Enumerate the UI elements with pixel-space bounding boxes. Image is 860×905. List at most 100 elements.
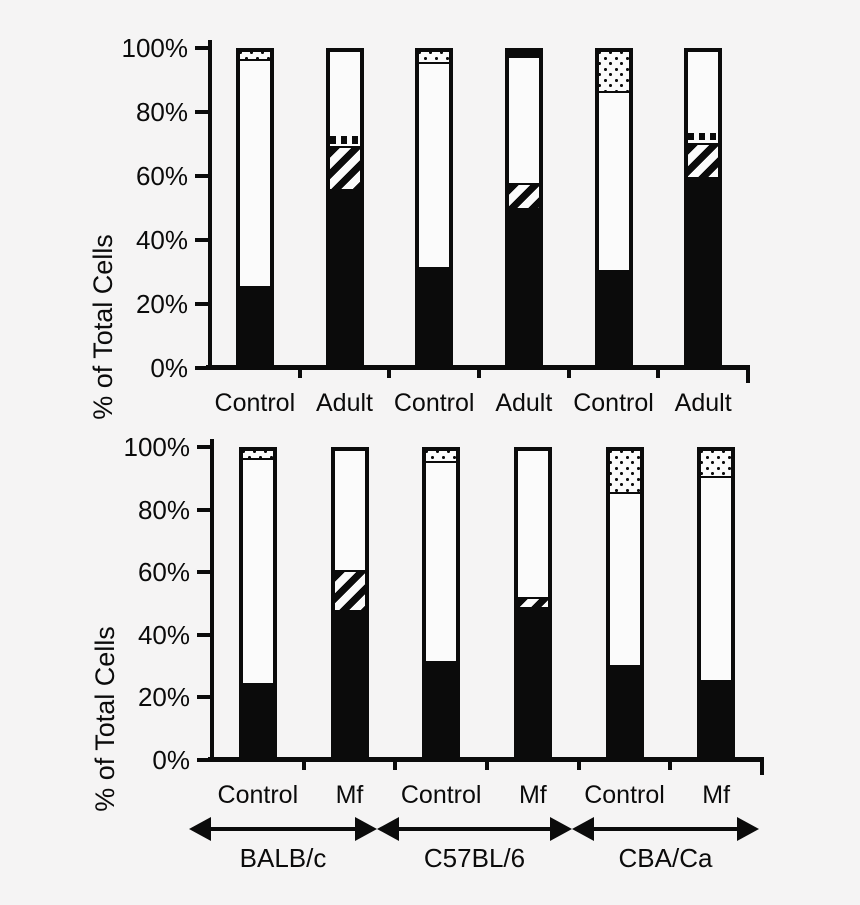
strain-label: BALB/c (239, 843, 327, 873)
bar-segment-hatch (329, 145, 360, 190)
x-tick (301, 760, 306, 770)
bar-segment-hatch (517, 597, 548, 607)
y-tick (195, 302, 208, 306)
strain-label: CBA/Ca (618, 843, 713, 873)
bar-C57BL6-control (415, 48, 454, 368)
bar-segment-stipple (609, 451, 640, 494)
bar-segment-white (598, 92, 629, 271)
bar-segment-stipple (239, 52, 270, 62)
x-category-label: Mf (702, 781, 731, 809)
bar-segment-black (508, 208, 539, 364)
bar-segment-stipple (701, 451, 732, 479)
bar-CBACa-control (605, 447, 644, 760)
top-plot-area: 100% 80% 60% 40% 20% 0% Control Adult Control Adu… (122, 34, 750, 417)
bar-segment-white (426, 463, 457, 662)
bar-segment-white (517, 451, 548, 598)
y-axis-line (210, 439, 214, 762)
x-category-label: Adult (674, 389, 732, 417)
bar-segment-black (242, 682, 273, 756)
bar-BALBc-mf (330, 447, 369, 760)
y-tick-label: 100% (123, 432, 191, 462)
bar-segment-hatch (688, 142, 719, 177)
x-category-label: Adult (316, 389, 373, 417)
x-tick (668, 760, 673, 770)
y-tick (197, 445, 210, 449)
y-tick-label: 60% (137, 557, 190, 588)
y-tick-label: 20% (135, 289, 188, 319)
bar-C57BL6-mf (513, 447, 552, 760)
bar-segment-white (688, 52, 719, 134)
x-axis-end-tick (746, 368, 750, 383)
y-tick (197, 507, 210, 512)
x-tick (477, 368, 481, 378)
y-tick-label: 0% (150, 353, 188, 383)
y-tick (197, 695, 210, 700)
y-tick-label: 20% (137, 682, 190, 713)
y-tick (195, 174, 208, 178)
bar-segment-black (598, 270, 629, 364)
y-tick-label: 80% (137, 494, 190, 525)
strain-label: C57BL/6 (423, 843, 526, 873)
bar-segment-stipple (242, 451, 273, 461)
bar-segment-stipple (419, 52, 450, 65)
y-tick (195, 366, 208, 370)
x-tick (387, 368, 392, 378)
x-axis-line (208, 757, 764, 762)
y-tick (195, 46, 208, 50)
bar-segment-black (426, 661, 457, 756)
y-tick-label: 0% (152, 745, 190, 775)
bar-segment-white (701, 478, 732, 680)
bar-segment-black (609, 664, 640, 756)
x-category-label: Mf (518, 781, 547, 809)
bar-segment-black (334, 609, 365, 756)
x-tick (566, 368, 571, 378)
y-tick (197, 570, 210, 575)
bar-segment-stipple (426, 451, 457, 464)
x-axis-line (206, 365, 750, 370)
bar-CBACa-adult (684, 48, 723, 368)
x-tick (393, 760, 398, 770)
x-category-label: Adult (495, 389, 553, 417)
y-tick-label: 100% (121, 33, 189, 63)
bar-CBACa-control (594, 48, 633, 368)
bar-BALBc-control (238, 447, 277, 760)
bar-segment-white (419, 64, 450, 268)
x-category-label: Control (400, 781, 482, 809)
bar-segment-black (517, 606, 548, 756)
bar-segment-stipple (598, 52, 629, 93)
bar-segment-white (242, 460, 273, 683)
x-category-label: Control (393, 389, 475, 417)
bar-segment-black (508, 52, 539, 59)
bar-segment-vstripe (329, 136, 360, 146)
y-axis-line (208, 40, 212, 370)
bar-segment-black (688, 176, 719, 364)
strain-range-arrow (572, 817, 759, 841)
bar-BALBc-adult (325, 48, 364, 368)
x-category-label: Mf (335, 781, 364, 809)
y-tick-label: 40% (135, 225, 188, 255)
y-tick-label: 60% (135, 161, 188, 191)
bar-segment-white (239, 61, 270, 286)
x-axis-end-tick (760, 760, 764, 775)
x-tick (656, 368, 661, 378)
x-category-label: Control (584, 781, 665, 809)
bar-segment-black (239, 286, 270, 364)
y-tick (197, 758, 210, 762)
bar-segment-black (419, 267, 450, 364)
bar-BALBc-control (235, 48, 274, 368)
bar-segment-hatch (334, 569, 365, 610)
y-tick-label: 80% (135, 97, 188, 127)
bottom-y-axis-label: % of Total Cells (90, 626, 120, 812)
bar-segment-black (329, 189, 360, 364)
bar-C57BL6-control (422, 447, 461, 760)
x-tick (297, 368, 302, 378)
bar-segment-white (334, 451, 365, 570)
y-tick (197, 632, 210, 637)
bar-segment-white (508, 58, 539, 184)
x-tick (576, 760, 581, 770)
strain-range-arrow (189, 817, 377, 841)
x-category-label: Control (214, 389, 296, 417)
bar-segment-white (329, 52, 360, 137)
x-category-label: Control (573, 389, 654, 417)
